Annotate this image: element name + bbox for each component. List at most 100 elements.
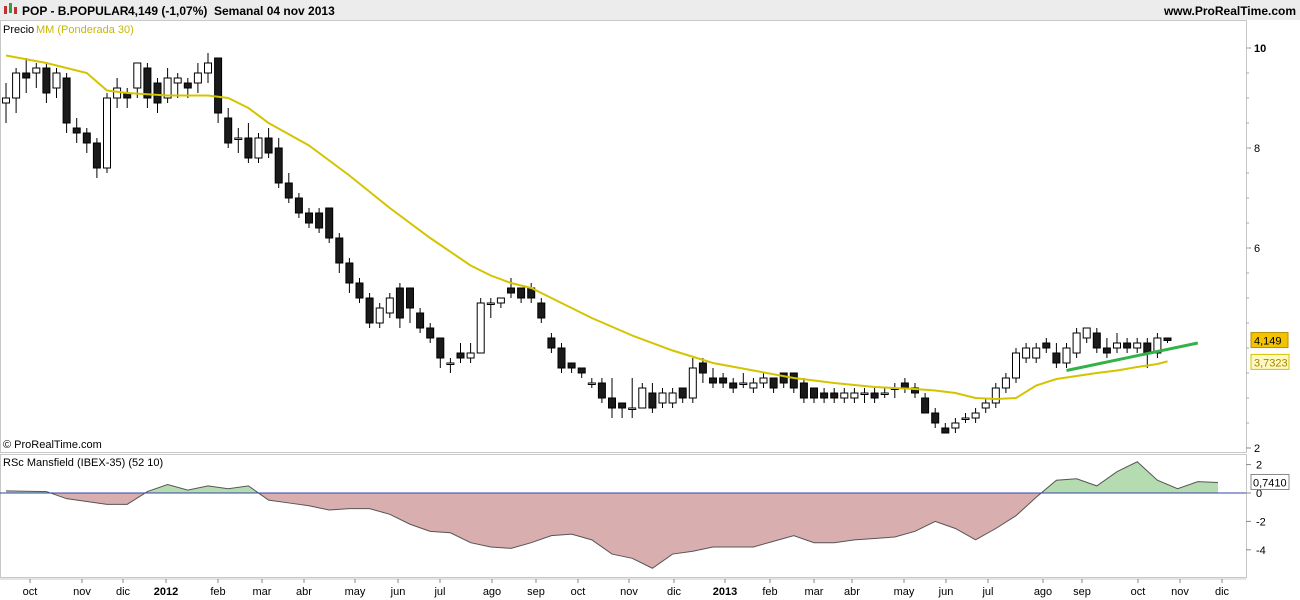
candle (769, 377, 778, 389)
candle (1133, 342, 1142, 349)
candle (971, 412, 980, 419)
candle (830, 392, 839, 399)
candle (103, 97, 111, 169)
rsc-line (5, 461, 1219, 569)
candle (628, 407, 637, 410)
candle (72, 127, 81, 134)
candle (204, 62, 212, 74)
candle (173, 77, 182, 84)
candle (274, 147, 283, 184)
candle (507, 287, 515, 294)
candle (900, 382, 909, 389)
chart-type-icon[interactable] (4, 3, 17, 14)
candle (941, 427, 950, 434)
candle (446, 362, 455, 365)
candle (799, 382, 808, 399)
rsc-last-value: 0,7410 (1253, 477, 1287, 489)
time-label: dic (116, 586, 131, 598)
candle (678, 387, 687, 399)
candle (557, 347, 566, 369)
candle (577, 367, 586, 374)
candle (52, 72, 61, 89)
candle (1163, 337, 1172, 341)
candle (547, 337, 556, 349)
time-label: 2013 (713, 586, 737, 598)
candle (638, 387, 647, 409)
candle (1092, 332, 1101, 349)
period-label: Semanal 04 nov 2013 (214, 4, 335, 18)
candle (335, 237, 344, 264)
candle (345, 262, 354, 284)
price-tick-label: 2 (1254, 443, 1260, 455)
time-label: dic (667, 586, 682, 598)
legend-ma: MM (Ponderada 30) (36, 24, 134, 36)
candle (931, 412, 940, 424)
candle (779, 372, 788, 384)
candle (567, 362, 576, 369)
candle (385, 297, 394, 314)
candle (315, 212, 324, 229)
time-label: feb (210, 586, 225, 598)
time-label: abr (844, 586, 860, 598)
ma-line (5, 54, 1168, 401)
time-label: ago (1034, 586, 1052, 598)
candle (587, 382, 596, 385)
candle (961, 417, 970, 420)
rsc-positive-area (6, 461, 1218, 493)
candle (456, 352, 465, 359)
candle (355, 282, 364, 299)
candle (486, 302, 495, 305)
price-tick-label: 10 (1254, 43, 1266, 55)
candle (820, 392, 829, 399)
candle (22, 72, 31, 79)
last-price-value: 4,149 (1254, 336, 1282, 348)
symbol-label: POP - B.POPULAR (22, 4, 129, 18)
price-panel (0, 20, 1247, 453)
time-label: ago (483, 586, 501, 598)
candle (719, 377, 728, 384)
time-label: dic (1215, 586, 1230, 598)
time-label: may (894, 586, 915, 598)
watermark: © ProRealTime.com (3, 439, 102, 451)
candle (365, 297, 374, 324)
time-label: 2012 (154, 586, 178, 598)
header-bar (0, 0, 1300, 20)
candle (244, 137, 253, 159)
candle (163, 77, 172, 99)
candle (749, 382, 758, 389)
candle (92, 142, 101, 169)
candle (82, 132, 91, 144)
ma-badge (1250, 353, 1290, 370)
candle (537, 302, 546, 319)
candle (395, 287, 404, 319)
site-label: www.ProRealTime.com (1163, 4, 1296, 18)
candle (951, 422, 960, 429)
candle (416, 312, 425, 329)
candle (234, 137, 243, 140)
time-label: abr (296, 586, 312, 598)
candle (1082, 327, 1091, 339)
candle (688, 367, 697, 399)
candle (305, 212, 313, 224)
candle (1072, 332, 1081, 354)
rsc-group (0, 461, 1246, 569)
time-label: sep (527, 586, 545, 598)
time-label: oct (23, 586, 38, 598)
time-label: mar (253, 586, 272, 598)
candle (1032, 347, 1041, 359)
candle (12, 72, 21, 99)
overlays-group (5, 54, 1199, 401)
time-label: jul (981, 586, 993, 598)
candle (496, 297, 505, 304)
candle (284, 182, 293, 199)
rsc-tick-label: -4 (1256, 545, 1266, 557)
candle (1123, 342, 1132, 349)
candle (981, 402, 990, 409)
candle (42, 67, 51, 94)
candle (1143, 342, 1152, 354)
candle (850, 392, 859, 399)
rsc-negative-area (6, 493, 1218, 569)
rsc-title: RSc Mansfield (IBEX-35) (52 10) (3, 457, 163, 469)
candle (183, 82, 192, 89)
candle (739, 382, 748, 385)
